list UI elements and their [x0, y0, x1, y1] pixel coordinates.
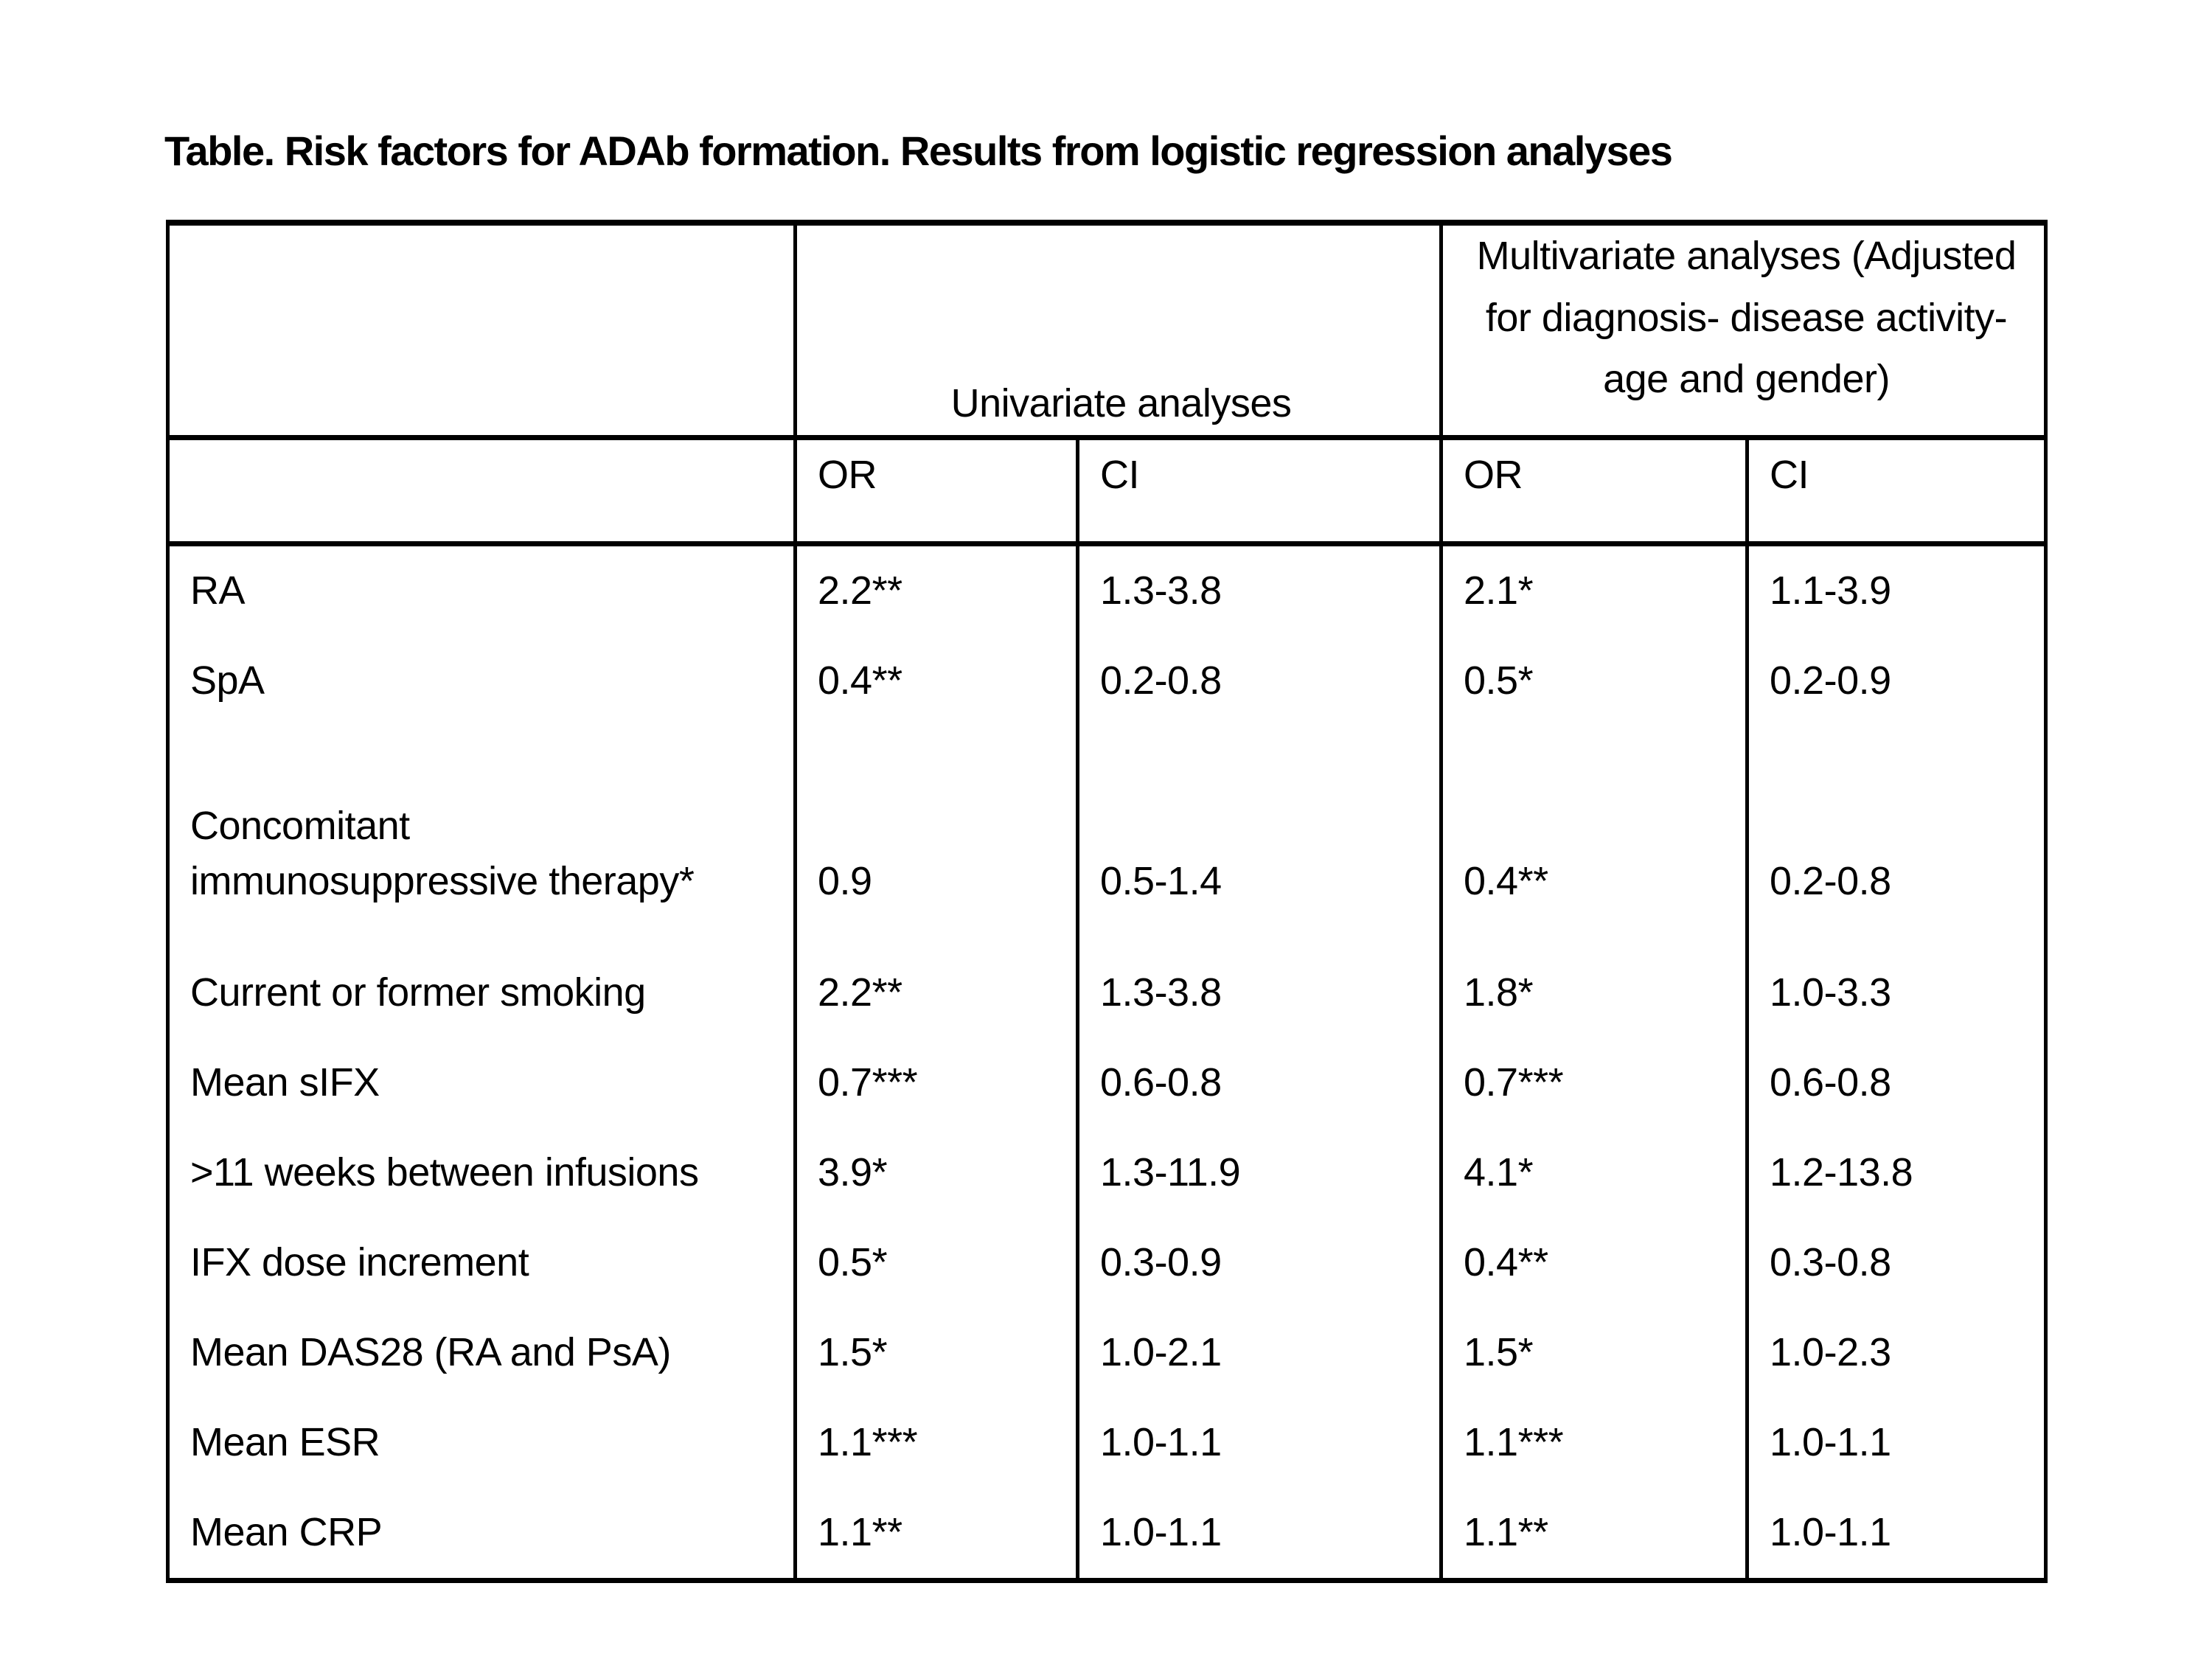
value-cell-multi_or: 1.1** [1439, 1488, 1750, 1581]
value-cell-multi_or: 0.5* [1439, 636, 1750, 726]
value-cell-uni_or: 0.7*** [793, 1038, 1079, 1128]
page-title: Table. Risk factors for ADAb formation. … [164, 128, 1673, 174]
value-cell-uni_ci: 1.0-1.1 [1075, 1398, 1444, 1488]
table-row: Mean DAS28 (RA and PsA) 1.5* 1.0-2.1 1.5* 1.… [166, 1308, 2048, 1398]
value-cell-uni_ci: 1.3-3.8 [1075, 948, 1444, 1038]
value-cell-multi_or: 2.1* [1439, 543, 1750, 636]
row-label-cell: RA [166, 543, 797, 636]
value-cell-multi_ci: 1.0-1.1 [1745, 1398, 2048, 1488]
value-cell-uni_or: 0.4** [793, 636, 1079, 726]
value-cell-uni_or: 1.1** [793, 1488, 1079, 1581]
value-cell-multi_or: 0.4** [1439, 726, 1750, 948]
table-row: SpA 0.4** 0.2-0.8 0.5* 0.2-0.9 [166, 636, 2048, 726]
corner-cell [166, 223, 797, 440]
value-cell-multi_or: 0.4** [1439, 1218, 1750, 1308]
value-cell-multi_ci: 1.1-3.9 [1745, 543, 2048, 636]
value-cell-multi_or: 1.5* [1439, 1308, 1750, 1398]
value-cell-uni_ci: 0.2-0.8 [1075, 636, 1444, 726]
row-label-cell: Mean ESR [166, 1398, 797, 1488]
table-row: Mean sIFX 0.7*** 0.6-0.8 0.7*** 0.6-0.8 [166, 1038, 2048, 1128]
table-body: RA 2.2** 1.3-3.8 2.1* 1.1-3.9 SpA 0.4** 0.2-0.8… [166, 543, 2048, 1581]
value-cell-multi_ci: 1.0-2.3 [1745, 1308, 2048, 1398]
row-label-cell: SpA [166, 636, 797, 726]
univariate-analyses-header: Univariate analyses [793, 223, 1444, 440]
value-cell-uni_ci: 1.3-11.9 [1075, 1128, 1444, 1218]
value-cell-uni_ci: 0.5-1.4 [1075, 726, 1444, 948]
table-row: IFX dose increment 0.5* 0.3-0.9 0.4** 0.3-0.… [166, 1218, 2048, 1308]
value-cell-uni_ci: 0.3-0.9 [1075, 1218, 1444, 1308]
value-cell-uni_or: 0.9 [793, 726, 1079, 948]
value-cell-uni_or: 2.2** [793, 948, 1079, 1038]
value-cell-multi_ci: 1.0-1.1 [1745, 1488, 2048, 1581]
table-row: RA 2.2** 1.3-3.8 2.1* 1.1-3.9 [166, 543, 2048, 636]
row-label-cell: IFX dose increment [166, 1218, 797, 1308]
value-cell-multi_ci: 0.2-0.8 [1745, 726, 2048, 948]
table-row: Mean CRP 1.1** 1.0-1.1 1.1** 1.0-1.1 [166, 1488, 2048, 1581]
row-label-cell: Concomitant immunosuppressive therapy* [166, 726, 797, 948]
value-cell-multi_ci: 0.2-0.9 [1745, 636, 2048, 726]
row-label-cell: Current or former smoking [166, 948, 797, 1038]
value-cell-multi_or: 0.7*** [1439, 1038, 1750, 1128]
value-cell-multi_ci: 0.3-0.8 [1745, 1218, 2048, 1308]
value-cell-multi_or: 1.8* [1439, 948, 1750, 1038]
univariate-ci-header: CI [1075, 437, 1444, 546]
value-cell-uni_ci: 1.3-3.8 [1075, 543, 1444, 636]
risk-factor-table: Univariate analyses Multivariate analyse… [166, 220, 2048, 1583]
row-label-cell: Mean DAS28 (RA and PsA) [166, 1308, 797, 1398]
univariate-or-header: OR [793, 437, 1079, 546]
value-cell-multi_ci: 1.2-13.8 [1745, 1128, 2048, 1218]
value-cell-uni_or: 1.1*** [793, 1398, 1079, 1488]
risk-factor-table-container: Univariate analyses Multivariate analyse… [166, 220, 2048, 1583]
multivariate-or-header: OR [1439, 437, 1750, 546]
multivariate-ci-header: CI [1745, 437, 2048, 546]
subheader-blank-cell [166, 437, 797, 546]
multivariate-analyses-header: Multivariate analyses (Adjusted for diag… [1439, 223, 2048, 440]
value-cell-uni_ci: 1.0-1.1 [1075, 1488, 1444, 1581]
value-cell-multi_or: 1.1*** [1439, 1398, 1750, 1488]
row-label-cell: >11 weeks between infusions [166, 1128, 797, 1218]
header-group-row: Univariate analyses Multivariate analyse… [166, 223, 2048, 440]
value-cell-uni_or: 3.9* [793, 1128, 1079, 1218]
table-header: Univariate analyses Multivariate analyse… [166, 223, 2048, 546]
value-cell-uni_or: 0.5* [793, 1218, 1079, 1308]
table-row: Current or former smoking 2.2** 1.3-3.8 1.8… [166, 948, 2048, 1038]
value-cell-uni_or: 2.2** [793, 543, 1079, 636]
value-cell-uni_or: 1.5* [793, 1308, 1079, 1398]
row-label-cell: Mean sIFX [166, 1038, 797, 1128]
row-label-cell: Mean CRP [166, 1488, 797, 1581]
table-row: Mean ESR 1.1*** 1.0-1.1 1.1*** 1.0-1.1 [166, 1398, 2048, 1488]
subheader-row: OR CI OR CI [166, 437, 2048, 546]
value-cell-multi_or: 4.1* [1439, 1128, 1750, 1218]
value-cell-multi_ci: 0.6-0.8 [1745, 1038, 2048, 1128]
value-cell-uni_ci: 0.6-0.8 [1075, 1038, 1444, 1128]
table-row: >11 weeks between infusions 3.9* 1.3-11.9 4… [166, 1128, 2048, 1218]
value-cell-uni_ci: 1.0-2.1 [1075, 1308, 1444, 1398]
table-row: Concomitant immunosuppressive therapy* 0.… [166, 726, 2048, 948]
value-cell-multi_ci: 1.0-3.3 [1745, 948, 2048, 1038]
